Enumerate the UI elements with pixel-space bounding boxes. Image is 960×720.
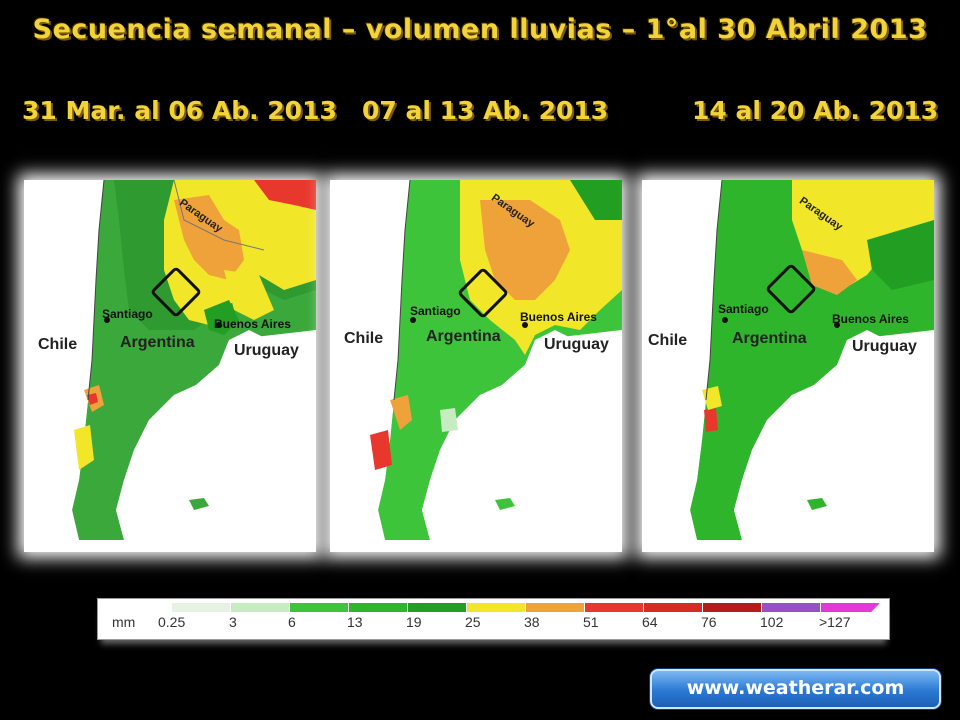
legend-tick-label: 19: [406, 614, 422, 630]
legend-swatch: [172, 603, 231, 612]
precipitation-legend: mm 0.25 3 6 13 19 25 38 51 64 76 102 >127: [97, 598, 890, 640]
label-buenos-aires: Buenos Aires: [832, 312, 909, 326]
period-label-1: 31 Mar. al 06 Ab. 2013: [22, 96, 337, 125]
legend-tick-label: 0.25: [158, 614, 186, 630]
label-buenos-aires: Buenos Aires: [520, 310, 597, 324]
map-graphic: [330, 180, 622, 552]
period-label-2: 07 al 13 Ab. 2013: [362, 96, 609, 125]
legend-tick-label: >127: [819, 614, 851, 630]
website-link-button[interactable]: www.weatherar.com: [650, 669, 941, 709]
label-chile: Chile: [38, 336, 78, 353]
label-argentina: Argentina: [120, 334, 195, 351]
label-santiago: Santiago: [102, 307, 153, 321]
label-uruguay: Uruguay: [852, 338, 917, 355]
legend-tick-label: 64: [642, 614, 658, 630]
map-graphic: [642, 180, 934, 552]
period-label-3: 14 al 20 Ab. 2013: [692, 96, 939, 125]
legend-tick-label: 25: [465, 614, 481, 630]
label-santiago: Santiago: [410, 304, 461, 318]
label-chile: Chile: [344, 330, 384, 347]
legend-unit: mm: [112, 614, 136, 630]
label-uruguay: Uruguay: [544, 336, 609, 353]
legend-tick-label: 38: [524, 614, 540, 630]
legend-swatch: [290, 603, 349, 612]
legend-swatch: [821, 603, 880, 612]
legend-swatch: [231, 603, 290, 612]
legend-swatch: [703, 603, 762, 612]
legend-tick-label: 102: [760, 614, 784, 630]
legend-swatch: [526, 603, 585, 612]
rainfall-map-week-1: Paraguay Santiago Buenos Aires Chile Arg…: [24, 180, 316, 552]
legend-swatch: [467, 603, 526, 612]
label-buenos-aires: Buenos Aires: [214, 317, 291, 331]
slide-title: Secuencia semanal – volumen lluvias – 1°…: [32, 14, 928, 45]
legend-tick-label: 6: [288, 614, 296, 630]
legend-tick-label: 76: [701, 614, 717, 630]
legend-tick-label: 13: [347, 614, 363, 630]
legend-color-bar: [172, 603, 880, 612]
map-graphic: [24, 180, 316, 552]
label-uruguay: Uruguay: [234, 342, 299, 359]
rainfall-map-week-3: Paraguay Santiago Buenos Aires Chile Arg…: [642, 180, 934, 552]
legend-swatch: [585, 603, 644, 612]
legend-swatch: [762, 603, 821, 612]
legend-ticks: 0.25 3 6 13 19 25 38 51 64 76 102 >127: [158, 614, 888, 634]
label-santiago: Santiago: [718, 302, 769, 316]
legend-tick-label: 3: [229, 614, 237, 630]
legend-swatch: [644, 603, 703, 612]
label-chile: Chile: [648, 332, 688, 349]
legend-swatch: [349, 603, 408, 612]
legend-swatch: [408, 603, 467, 612]
label-argentina: Argentina: [732, 330, 807, 347]
label-argentina: Argentina: [426, 328, 501, 345]
rainfall-map-week-2: Paraguay Santiago Buenos Aires Chile Arg…: [330, 180, 622, 552]
legend-tick-label: 51: [583, 614, 599, 630]
